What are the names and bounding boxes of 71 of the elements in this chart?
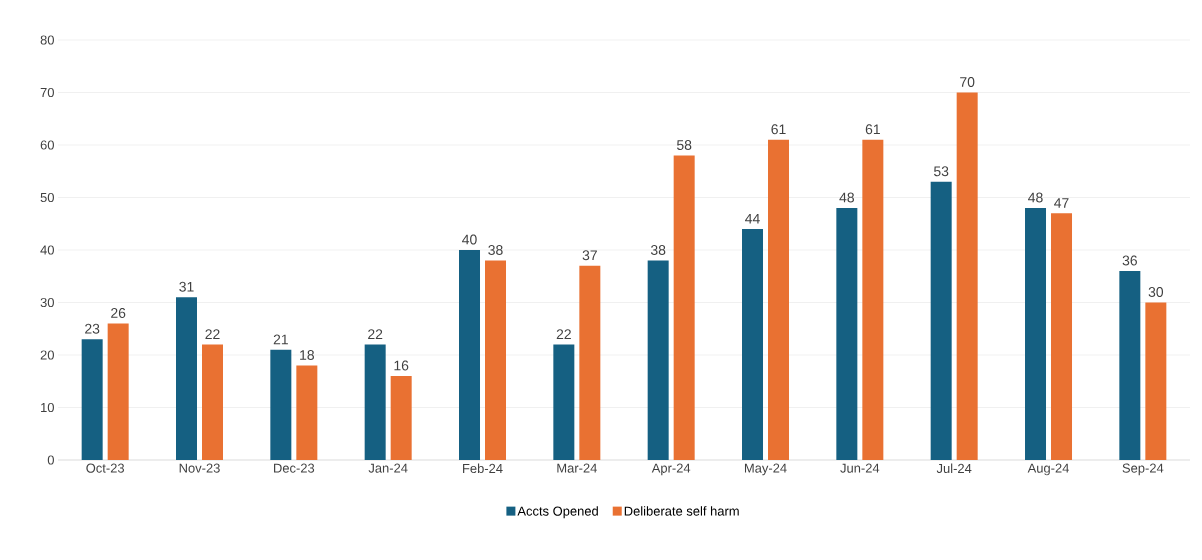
bar: [485, 260, 506, 460]
data-label: 38: [650, 245, 666, 255]
x-tick-label: Jan-24: [368, 463, 408, 473]
x-tick-label: Sep-24: [1122, 463, 1164, 476]
data-label: 16: [394, 360, 409, 371]
bar: [647, 260, 669, 460]
bar: [107, 323, 129, 460]
bar: [1025, 208, 1047, 460]
x-tick-label: Mar-24: [557, 463, 597, 473]
x-tick-label: Dec-23: [274, 463, 315, 473]
data-label: 38: [488, 245, 503, 255]
y-tick-label: 60: [40, 140, 54, 150]
bar: [1145, 302, 1167, 460]
bar: [296, 365, 318, 460]
x-tick-label: Jun-24: [840, 463, 880, 473]
bar: [176, 297, 197, 460]
y-tick-label: 10: [41, 402, 54, 413]
bar: [390, 376, 412, 460]
bar: [673, 155, 695, 460]
data-label: 26: [111, 308, 126, 318]
data-label: 30: [1148, 287, 1164, 297]
data-label: 22: [368, 329, 383, 339]
y-tick-label: 30: [40, 297, 54, 308]
bar: [768, 139, 790, 460]
y-tick-label: 70: [40, 87, 54, 98]
legend-label: Accts Opened: [517, 506, 598, 519]
y-tick-label: 50: [40, 192, 54, 203]
bar: [862, 139, 884, 460]
y-tick-label: 20: [40, 350, 54, 360]
y-tick-label: 80: [40, 35, 54, 45]
bar: [1051, 213, 1073, 460]
data-label: 40: [462, 234, 477, 245]
data-label: 48: [839, 192, 854, 203]
data-label: 37: [582, 250, 597, 261]
data-label: 18: [300, 350, 314, 360]
x-tick-label: Nov-23: [179, 463, 220, 473]
bar: [459, 250, 480, 460]
bar: [956, 92, 978, 460]
legend-label: Deliberate self harm: [624, 506, 739, 516]
x-tick-label: Apr-24: [651, 463, 691, 476]
bar: [836, 208, 858, 460]
y-tick-label: 40: [40, 245, 54, 255]
data-label: 36: [1122, 255, 1137, 266]
data-label: 44: [745, 213, 760, 224]
bar: [202, 344, 223, 460]
bar: [553, 344, 575, 460]
x-tick-label: Feb-24: [463, 463, 503, 474]
data-label: 48: [1028, 192, 1043, 203]
bar: [579, 265, 601, 460]
data-label: 70: [960, 77, 975, 87]
data-label: 23: [85, 323, 100, 334]
bar: [81, 339, 103, 460]
x-tick-label: Oct-23: [86, 463, 125, 473]
data-label: 58: [676, 140, 692, 150]
x-tick-label: Aug-24: [1027, 463, 1070, 476]
bar: [270, 349, 292, 460]
data-label: 61: [771, 124, 786, 135]
data-label: 47: [1054, 198, 1069, 208]
data-label: 22: [556, 329, 571, 339]
y-tick-label: 0: [47, 455, 54, 465]
x-tick-label: Jul-24: [936, 463, 972, 474]
x-tick-label: May-24: [744, 463, 787, 476]
bar: [742, 229, 764, 460]
data-label: 61: [865, 124, 880, 135]
bar: [364, 344, 386, 460]
data-label: 31: [179, 281, 194, 292]
data-label: 22: [205, 329, 220, 339]
data-label: 53: [933, 166, 949, 177]
data-label: 21: [273, 334, 288, 345]
bar: [1119, 271, 1141, 460]
bar: [930, 181, 952, 460]
